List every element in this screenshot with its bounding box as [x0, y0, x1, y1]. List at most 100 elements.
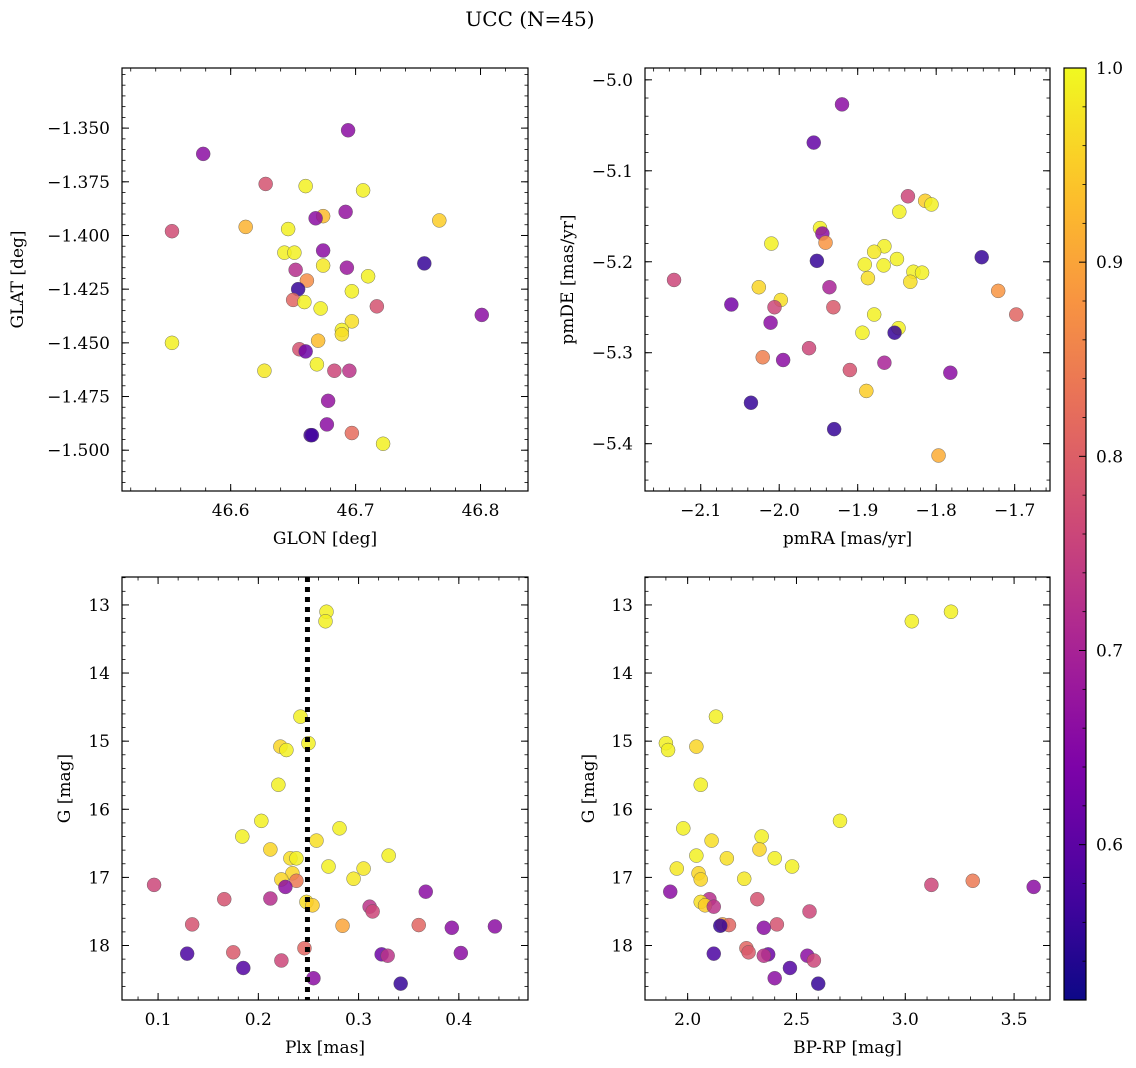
- data-point: [257, 363, 272, 378]
- data-point: [904, 614, 920, 629]
- x-tick-label: −1.8: [916, 501, 957, 521]
- data-point: [344, 425, 360, 441]
- x-tick-label: 0.1: [145, 1010, 172, 1030]
- data-point: [741, 945, 756, 960]
- y-axis-label: G [mag]: [55, 754, 75, 823]
- data-point: [1009, 307, 1024, 322]
- axes-frame: [644, 67, 1051, 492]
- data-point: [663, 884, 678, 899]
- data-point: [900, 189, 916, 204]
- data-point: [767, 971, 782, 986]
- data-point: [669, 861, 684, 876]
- data-point: [706, 899, 721, 914]
- data-point: [226, 945, 241, 960]
- colorbar-tick-label: 0.6: [1096, 836, 1123, 856]
- data-point: [184, 917, 200, 932]
- data-point: [763, 315, 778, 330]
- data-point: [889, 251, 905, 267]
- data-point: [924, 197, 939, 212]
- data-point: [855, 325, 870, 340]
- data-point: [346, 871, 361, 886]
- data-point: [887, 325, 902, 340]
- data-point: [767, 851, 782, 866]
- panel-sky: 46.6 46.7 46.8 −1.350 −1.375 −1.400 −1.425 −1.4…: [8, 67, 529, 549]
- x-tick-label: −2.1: [680, 501, 721, 521]
- colorbar-tick-label: 0.7: [1096, 642, 1123, 662]
- panel-cmd: 2.0 2.5 3.0 3.5 13 14 15 16 17 18 BP-RP [mag] G [ma…: [579, 576, 1051, 1058]
- data-point: [752, 842, 767, 857]
- x-tick-label: −2.0: [759, 501, 800, 521]
- y-axis-label: GLAT [deg]: [8, 230, 28, 328]
- data-point: [806, 953, 822, 968]
- data-point: [826, 300, 841, 315]
- y-tick-label: 13: [611, 596, 633, 616]
- data-point: [487, 919, 503, 934]
- y-tick-label: 15: [611, 732, 633, 752]
- data-point: [309, 357, 325, 372]
- y-tick-label: 18: [88, 937, 110, 957]
- data-point: [146, 877, 162, 893]
- data-point: [842, 362, 858, 378]
- data-point: [179, 946, 195, 961]
- data-point: [474, 307, 489, 323]
- y-tick-label: 17: [88, 868, 110, 888]
- data-point: [355, 183, 371, 198]
- data-point: [339, 260, 355, 275]
- data-point: [164, 335, 180, 351]
- data-point: [315, 243, 331, 258]
- data-point: [660, 742, 676, 758]
- y-tick-label: −5.1: [592, 162, 633, 182]
- data-point: [750, 891, 765, 907]
- data-point: [877, 355, 892, 370]
- data-point: [801, 340, 817, 356]
- data-point: [297, 294, 312, 310]
- y-tick-label: −1.400: [47, 226, 110, 246]
- data-point: [809, 253, 825, 269]
- data-point: [914, 265, 930, 280]
- data-point: [274, 953, 289, 968]
- data-point: [931, 448, 946, 463]
- data-point: [304, 427, 320, 443]
- y-axis-label: G [mag]: [579, 754, 599, 823]
- data-point: [238, 219, 253, 235]
- data-point: [335, 918, 350, 933]
- data-point: [708, 709, 724, 724]
- data-point: [298, 178, 313, 194]
- data-point: [892, 204, 907, 219]
- x-tick-label: 0.4: [445, 1010, 472, 1030]
- data-point: [724, 297, 739, 312]
- figure-title: UCC (N=45): [465, 7, 594, 31]
- data-point: [271, 777, 286, 792]
- data-point: [236, 960, 251, 976]
- data-point: [289, 851, 304, 866]
- colorbar: 0.6 0.7 0.8 0.9 1.0: [1063, 59, 1123, 1001]
- data-point: [289, 873, 304, 888]
- data-point: [393, 976, 408, 991]
- data-point: [756, 920, 772, 935]
- data-point: [974, 250, 989, 265]
- data-point: [369, 299, 385, 314]
- data-point: [713, 918, 728, 933]
- data-point: [860, 270, 876, 286]
- data-point: [299, 273, 315, 288]
- data-point: [751, 280, 767, 295]
- y-tick-label: 13: [88, 596, 110, 616]
- data-point: [344, 284, 360, 299]
- data-point: [340, 123, 356, 138]
- data-point: [287, 245, 302, 260]
- data-point: [380, 948, 395, 963]
- panel-pm: −2.1 −2.0 −1.9 −1.8 −1.7 −5.0 −5.1 −5.2 −5.3 −5.4…: [558, 67, 1051, 549]
- data-point: [689, 739, 704, 754]
- data-point: [360, 269, 376, 284]
- data-point: [965, 873, 980, 888]
- x-tick-label: 0.3: [345, 1010, 372, 1030]
- colorbar-tick-label: 1.0: [1096, 59, 1123, 79]
- data-point: [315, 258, 331, 273]
- x-tick-label: 3.0: [892, 1010, 919, 1030]
- y-axis-label: pmDE [mas/yr]: [558, 214, 578, 344]
- data-point: [834, 97, 850, 112]
- data-point: [743, 395, 759, 410]
- data-point: [280, 221, 296, 237]
- data-point: [309, 833, 324, 848]
